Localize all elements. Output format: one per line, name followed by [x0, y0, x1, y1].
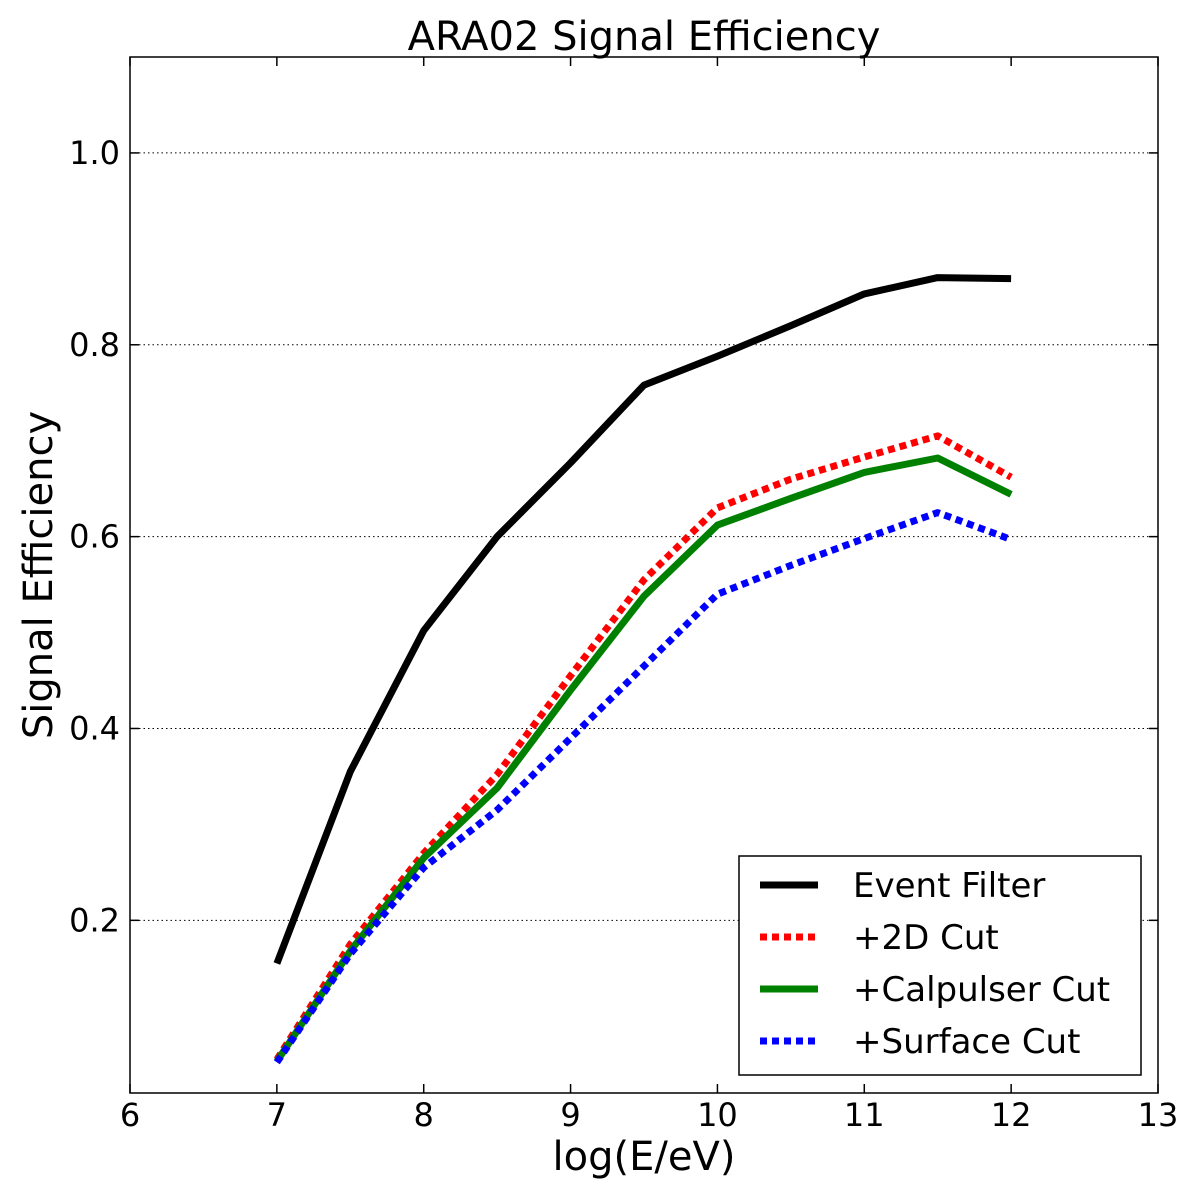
- legend-label: +Surface Cut: [853, 1022, 1080, 1062]
- legend-label: +2D Cut: [853, 918, 999, 958]
- x-tick-label: 6: [120, 1096, 140, 1134]
- x-tick-label: 9: [560, 1096, 580, 1134]
- legend-box: [738, 855, 1142, 1076]
- y-tick-label: 0.8: [69, 326, 120, 364]
- x-tick-label: 13: [1138, 1096, 1179, 1134]
- x-axis-label: log(E/eV): [553, 1134, 736, 1180]
- y-tick-label: 1.0: [69, 134, 120, 172]
- y-axis-label: Signal Efficiency: [16, 411, 62, 739]
- x-tick-label: 12: [991, 1096, 1032, 1134]
- plot-area-frame: [129, 56, 1159, 1094]
- x-tick-label: 10: [697, 1096, 738, 1134]
- x-tick-label: 7: [267, 1096, 287, 1134]
- x-tick-label: 11: [844, 1096, 885, 1134]
- legend-label: +Calpulser Cut: [853, 970, 1110, 1010]
- grid-layer: [130, 152, 1158, 921]
- legend: Event Filter +2D Cut +Calpulser Cut +Surfac…: [738, 855, 1142, 1076]
- series-line-2d-cut: [273, 432, 1013, 1062]
- series-line-calpulser-cut: [273, 454, 1013, 1064]
- series-line-event-filter: [273, 274, 1012, 965]
- y-tick-label: 0.2: [69, 901, 120, 939]
- legend-label: Event Filter: [853, 866, 1045, 906]
- y-tick-label: 0.4: [69, 709, 120, 747]
- tick-layer: 0.2 0.4 0.6 0.8 1.0 6 7 8 9 10 11 12 13: [69, 57, 1178, 1134]
- series-line-surface-cut: [274, 509, 1013, 1065]
- chart-title: ARA02 Signal Efficiency: [408, 14, 881, 60]
- y-tick-label: 0.6: [69, 518, 120, 556]
- x-tick-label: 8: [414, 1096, 434, 1134]
- series-layer: [273, 274, 1013, 1065]
